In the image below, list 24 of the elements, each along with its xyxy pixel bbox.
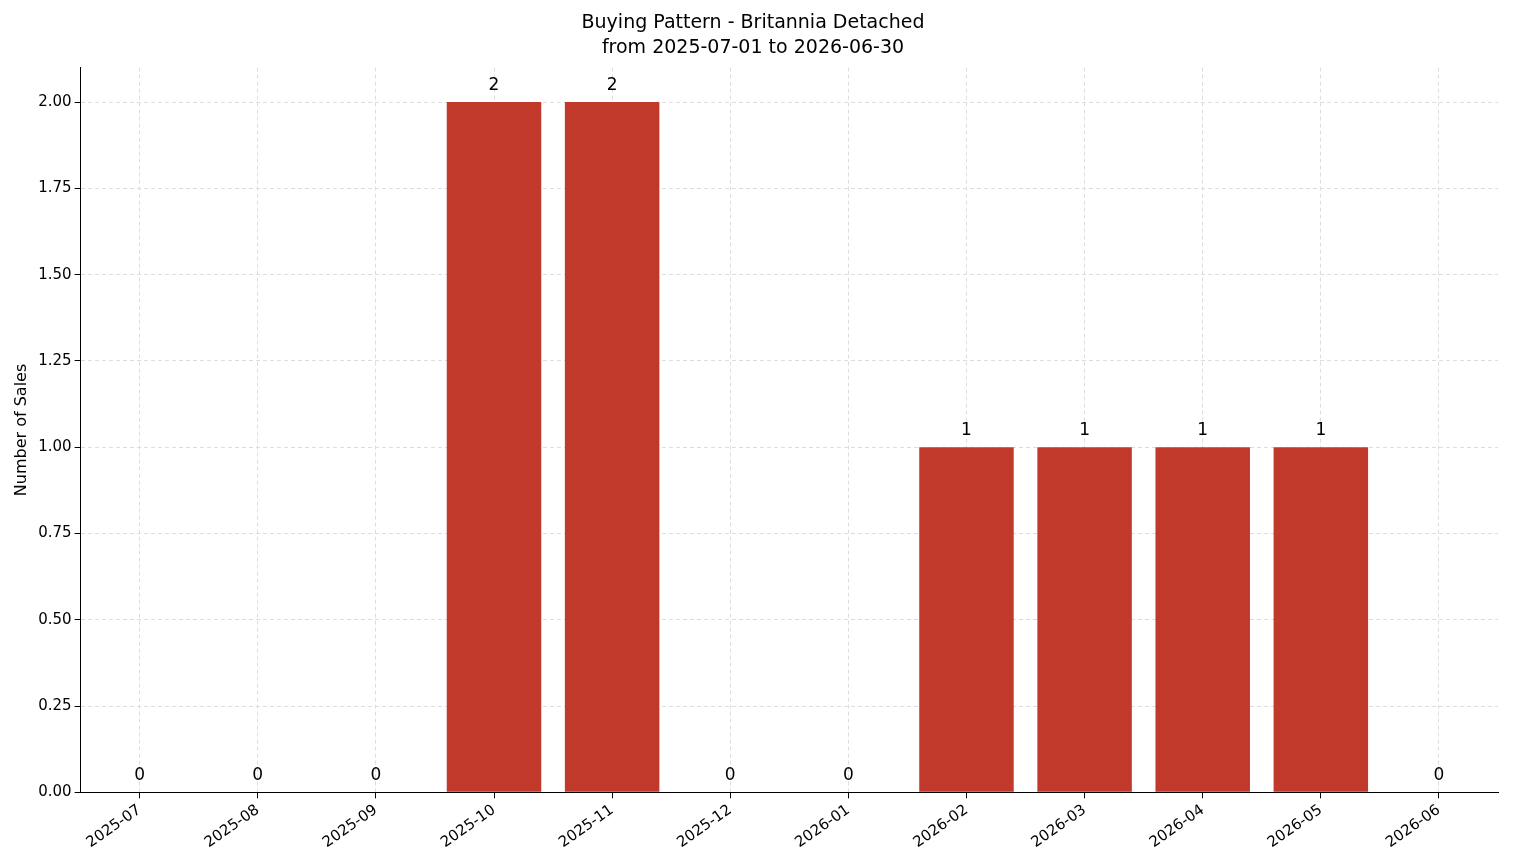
- y-tick-label: 0.00: [38, 782, 72, 801]
- y-tick-label: 1.25: [38, 350, 72, 369]
- data-label: 0: [724, 764, 736, 785]
- chart-title: Buying Pattern - Britannia Detached: [581, 10, 925, 33]
- data-label: 1: [1079, 419, 1091, 440]
- data-label: 1: [1315, 419, 1327, 440]
- y-tick-label: 0.75: [38, 523, 72, 542]
- data-label: 0: [1433, 764, 1445, 785]
- y-tick-label: 1.75: [38, 178, 72, 197]
- data-label: 0: [842, 764, 854, 785]
- data-label: 2: [488, 74, 500, 95]
- data-label: 0: [370, 764, 382, 785]
- y-tick-label: 1.00: [38, 437, 72, 456]
- y-tick-label: 1.50: [38, 264, 72, 283]
- chart-subtitle: from 2025-07-01 to 2026-06-30: [601, 35, 905, 58]
- y-tick-label: 0.50: [38, 609, 72, 628]
- data-label: 0: [134, 764, 146, 785]
- y-tick-label: 2.00: [38, 92, 72, 110]
- data-label: 1: [961, 419, 972, 440]
- data-label: 0: [252, 764, 264, 785]
- data-label: 1: [1197, 419, 1209, 440]
- y-axis-title: Number of Sales: [10, 363, 30, 497]
- y-tick-label: 0.25: [38, 695, 72, 714]
- data-label: 2: [606, 74, 618, 95]
